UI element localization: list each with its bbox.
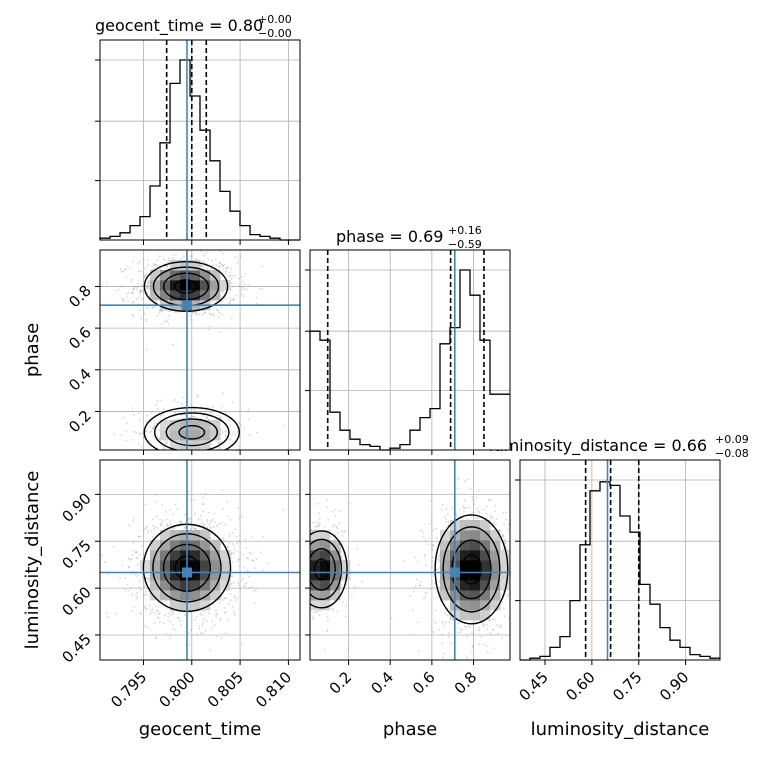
density-layer: [105, 250, 286, 450]
x-tick-label: 0.90: [656, 668, 692, 704]
title-plus: +0.00: [258, 13, 292, 26]
svg-text:phase = 0.69: phase = 0.69: [336, 227, 443, 246]
panel-frame: [99, 39, 301, 241]
density-contour: [461, 554, 482, 585]
title-phase: phase = 0.69 +0.16 −0.59: [336, 224, 482, 251]
x-tick-label: 0.800: [156, 668, 199, 711]
density-panel-geocent-time-vs-phase: 0.2 0.4 0.6 0.8: [65, 249, 301, 455]
x-axis-label-geocent-time: geocent_time: [139, 719, 262, 740]
histogram-step: [99, 59, 300, 241]
x-tick-label: 0.805: [204, 668, 247, 711]
title-luminosity-distance: luminosity_distance = 0.66 +0.09 −0.08: [489, 433, 749, 460]
x-tick-label: 0.8: [451, 668, 481, 698]
density-contour: [143, 406, 241, 450]
density-contour: [162, 272, 210, 301]
density-contour: [313, 558, 330, 581]
panel-background: [310, 250, 510, 450]
density-contour: [310, 530, 348, 609]
density-contour: [310, 538, 343, 601]
title-minus: −0.00: [258, 27, 292, 40]
y-axis-label-luminosity-distance: luminosity_distance: [22, 471, 43, 650]
density-contour: [310, 548, 336, 591]
density-contour: [174, 279, 198, 294]
density-panel-phase-vs-luminosity-distance: 0.2 0.4 0.6 0.8: [305, 459, 511, 698]
hist-panel-luminosity-distance: 0.45 0.60 0.75 0.90: [515, 459, 721, 704]
density-contour: [178, 424, 206, 440]
x-tick-label: 0.2: [326, 668, 356, 698]
title-geocent-time: geocent_time = 0.80 +0.00 −0.00: [95, 13, 292, 40]
title-minus: −0.08: [715, 447, 749, 460]
y-tick-label: 0.2: [65, 407, 95, 437]
y-tick-label: 0.45: [58, 630, 94, 666]
x-tick-label: 0.6: [409, 668, 439, 698]
title-main: phase = 0.69: [336, 227, 443, 246]
svg-text:luminosity_distance = 0.66: luminosity_distance = 0.66: [489, 436, 707, 456]
panel-frame: [519, 459, 721, 661]
x-tick-label: 0.795: [107, 668, 150, 711]
y-tick-label: 0.90: [58, 489, 94, 525]
panel-frame: [309, 459, 511, 661]
truth-marker: [181, 567, 192, 578]
hist-panel-phase: [305, 249, 511, 455]
x-axis-label-phase: phase: [383, 719, 437, 740]
x-tick-label: 0.60: [562, 668, 598, 704]
truth-marker: [449, 567, 460, 578]
density-layer: [310, 477, 510, 659]
histogram-step: [309, 269, 510, 451]
x-axis-label-luminosity-distance: luminosity_distance: [531, 719, 710, 740]
x-tick-label: 0.4: [367, 668, 397, 698]
y-tick-label: 0.4: [65, 365, 95, 395]
y-tick-label: 0.6: [65, 323, 95, 353]
title-minus: −0.59: [448, 238, 482, 251]
density-contour: [153, 412, 230, 450]
histogram-step: [520, 481, 720, 661]
title-plus: +0.16: [448, 224, 482, 237]
title-main: luminosity_distance = 0.66: [489, 436, 707, 456]
panel-background: [100, 40, 300, 240]
svg-text:geocent_time = 0.80: geocent_time = 0.80: [95, 16, 263, 36]
y-tick-label: 0.60: [58, 583, 94, 619]
density-contour: [165, 418, 218, 447]
y-tick-label: 0.75: [58, 536, 94, 572]
truth-marker: [181, 300, 192, 311]
density-contour: [442, 526, 501, 613]
title-main: geocent_time = 0.80: [95, 16, 263, 36]
x-tick-label: 0.45: [515, 668, 551, 704]
panel-frame: [99, 459, 301, 661]
panel-frame: [99, 249, 301, 451]
x-tick-label: 0.810: [252, 668, 295, 711]
panel-frame: [309, 249, 511, 451]
y-tick-label: 0.8: [65, 282, 95, 312]
density-contour: [434, 514, 509, 625]
density-contour: [143, 260, 229, 312]
hist-panel-geocent-time: [95, 39, 301, 245]
y-axis-label-phase: phase: [22, 323, 43, 377]
density-panel-geocent-time-vs-luminosity-distance: 0.795 0.800 0.805 0.810 0.45 0.60 0.75 0.90: [58, 459, 301, 711]
title-plus: +0.09: [715, 433, 749, 446]
x-tick-label: 0.75: [609, 668, 645, 704]
